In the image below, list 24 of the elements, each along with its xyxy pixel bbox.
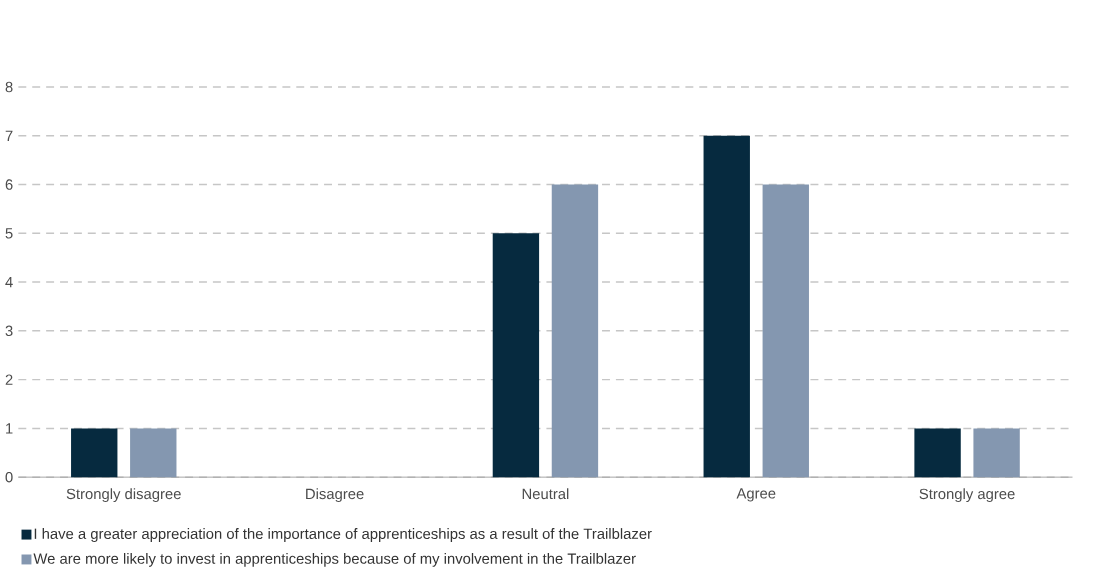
bar bbox=[973, 428, 1020, 478]
y-tick-label: 4 bbox=[5, 277, 13, 288]
legend-label: We are more likely to invest in apprenticeships because of my involvement in the Trailblazer bbox=[33, 553, 636, 567]
x-tick-label: Strongly agree bbox=[919, 488, 1015, 503]
y-tick-label: 8 bbox=[5, 81, 13, 93]
x-tick-label: Agree bbox=[736, 488, 776, 502]
x-tick-label: Disagree bbox=[306, 488, 364, 503]
y-tick-label: 0 bbox=[5, 471, 13, 483]
bar bbox=[130, 428, 177, 478]
bar bbox=[762, 184, 809, 478]
bar bbox=[71, 428, 118, 478]
bar bbox=[703, 135, 750, 478]
x-tick-label: Strongly disagree bbox=[66, 488, 181, 503]
y-tick-label: 6 bbox=[5, 179, 13, 190]
y-tick-label: 1 bbox=[6, 423, 13, 434]
bar bbox=[551, 184, 599, 478]
y-tick-label: 7 bbox=[5, 130, 13, 141]
legend-label: I have a greater appreciation of the importance of apprenticeships as a result of the Trailblazer bbox=[34, 528, 652, 542]
bar bbox=[492, 233, 540, 478]
x-tick-label: Neutral bbox=[522, 488, 569, 500]
y-tick-label: 2 bbox=[5, 374, 13, 385]
bar bbox=[914, 428, 961, 478]
y-tick-label: 3 bbox=[5, 325, 13, 337]
y-tick-label: 5 bbox=[5, 228, 13, 239]
